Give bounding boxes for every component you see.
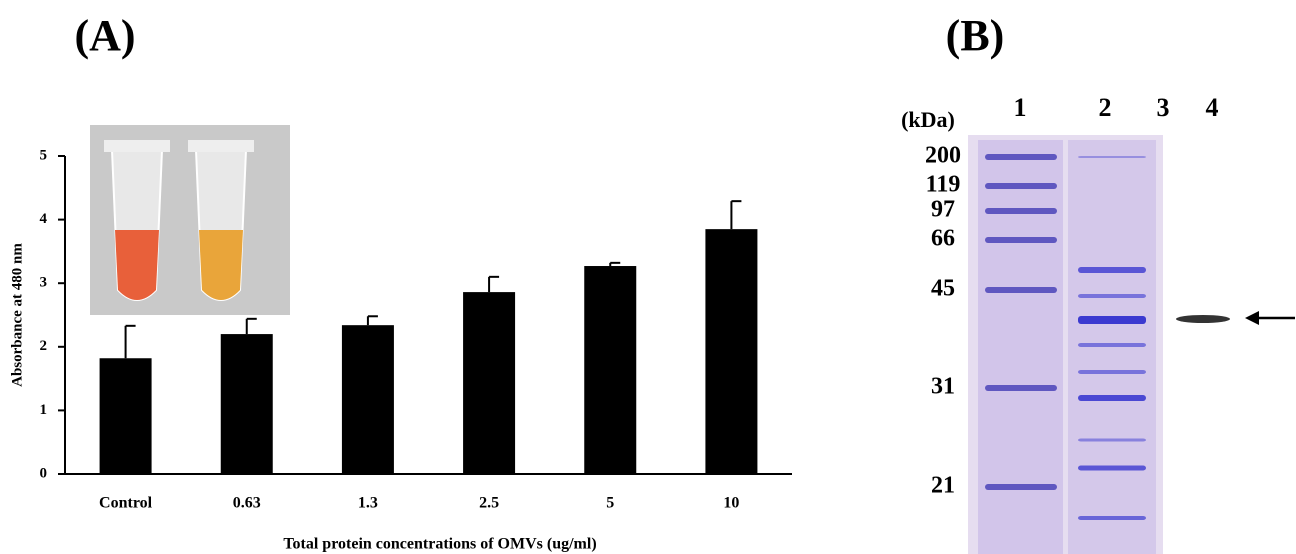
y-tick-label: 3 <box>40 275 48 291</box>
marker-band <box>985 385 1057 391</box>
bar <box>221 334 273 474</box>
marker-label: 21 <box>931 473 955 499</box>
x-tick-label: 0.63 <box>233 495 261 512</box>
panel-label: (B) <box>946 11 1005 60</box>
marker-band <box>985 183 1057 189</box>
x-tick-label: 1.3 <box>358 495 378 512</box>
x-tick-label: 5 <box>606 495 614 512</box>
x-tick-label: 10 <box>723 495 739 512</box>
lane-band <box>1078 466 1146 471</box>
lane-band <box>1078 267 1146 273</box>
lane-label: 2 <box>1099 93 1112 122</box>
lane-label: 4 <box>1206 93 1219 122</box>
marker-band <box>985 237 1057 243</box>
x-tick-label: Control <box>99 495 153 512</box>
inset-photo <box>90 125 290 315</box>
marker-band <box>985 154 1057 160</box>
bar <box>100 358 152 474</box>
bar <box>463 292 515 474</box>
marker-band <box>985 484 1057 490</box>
y-tick-label: 5 <box>40 147 48 163</box>
lane-band <box>1078 370 1146 374</box>
y-tick-label: 4 <box>40 211 48 227</box>
unit-label: (kDa) <box>901 107 955 132</box>
y-tick-label: 1 <box>40 402 48 418</box>
marker-band <box>985 287 1057 293</box>
x-axis-title: Total protein concentrations of OMVs (ug… <box>283 536 596 553</box>
lane-label: 1 <box>1014 93 1027 122</box>
figure: (A) (B) Total protein concentrations of … <box>0 0 1296 554</box>
lane-band <box>1078 294 1146 298</box>
lane-band <box>1078 343 1146 347</box>
lane-band <box>1078 395 1146 401</box>
marker-band <box>985 208 1057 214</box>
marker-label: 97 <box>931 197 955 223</box>
lane-label: 3 <box>1157 93 1170 122</box>
marker-label: 200 <box>925 143 961 169</box>
marker-label: 119 <box>926 172 961 198</box>
y-tick-label: 2 <box>40 338 48 354</box>
lane-band <box>1078 156 1146 158</box>
lane-band <box>1078 316 1146 324</box>
bar <box>705 229 757 474</box>
y-axis-title: Absorbance at 480 nm <box>9 243 25 387</box>
x-tick-label: 2.5 <box>479 495 499 512</box>
marker-label: 45 <box>931 276 955 302</box>
panel-label: (A) <box>74 11 135 60</box>
bar <box>342 325 394 474</box>
bar <box>584 266 636 474</box>
y-tick-label: 0 <box>40 465 48 481</box>
marker-label: 66 <box>931 226 955 252</box>
lane-band <box>1078 516 1146 520</box>
lane-band <box>1078 439 1146 442</box>
marker-label: 31 <box>931 374 955 400</box>
